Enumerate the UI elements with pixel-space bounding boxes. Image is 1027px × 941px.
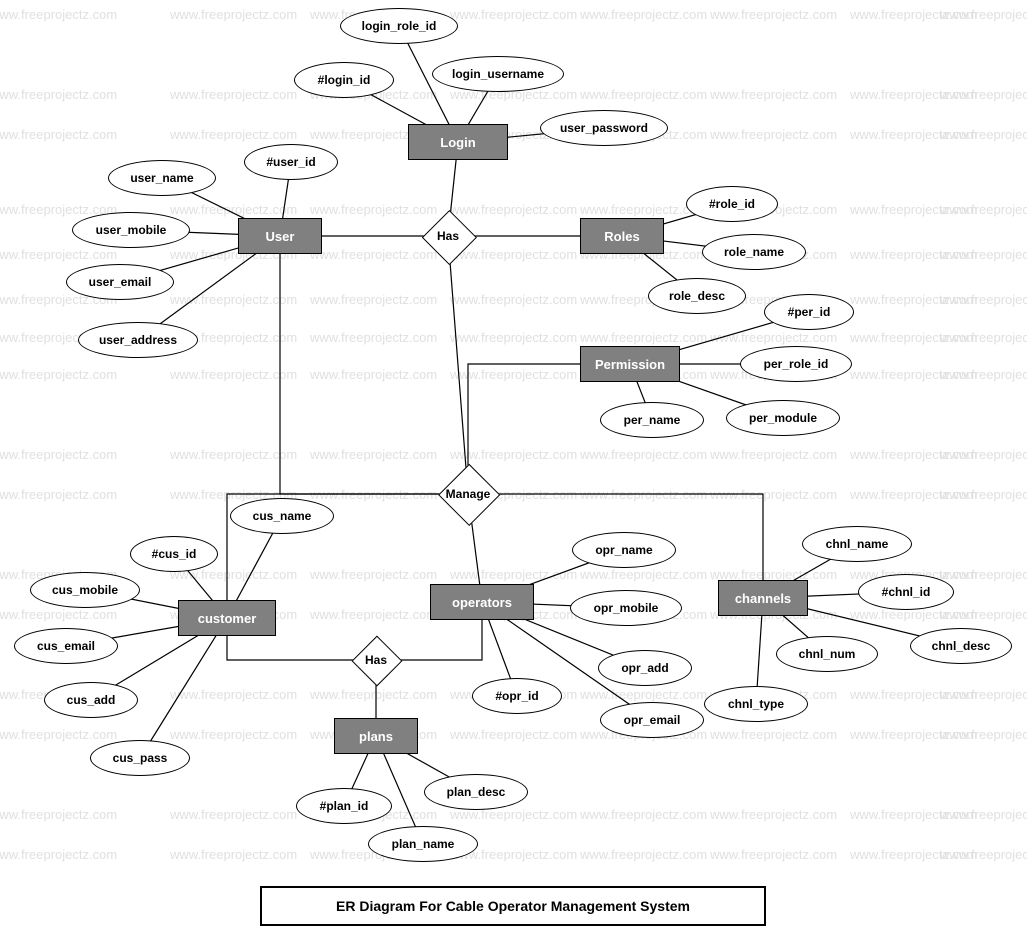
attribute-role_desc: role_desc bbox=[648, 278, 746, 314]
attribute-chnl_type: chnl_type bbox=[704, 686, 808, 722]
attribute-plan_id: #plan_id bbox=[296, 788, 392, 824]
edge bbox=[448, 236, 468, 494]
attribute-opr_id: #opr_id bbox=[472, 678, 562, 714]
attribute-login_role_id: login_role_id bbox=[340, 8, 458, 44]
attribute-cus_add: cus_add bbox=[44, 682, 138, 718]
attribute-per_id: #per_id bbox=[764, 294, 854, 330]
attribute-cus_pass: cus_pass bbox=[90, 740, 190, 776]
attribute-per_name: per_name bbox=[600, 402, 704, 438]
attribute-plan_desc: plan_desc bbox=[424, 774, 528, 810]
entity-plans: plans bbox=[334, 718, 418, 754]
relationship-manage: Manage bbox=[438, 464, 498, 524]
attribute-user_name: user_name bbox=[108, 160, 216, 196]
relationship-label: Has bbox=[437, 229, 459, 243]
entity-customer: customer bbox=[178, 600, 276, 636]
relationship-label: Manage bbox=[446, 487, 491, 501]
entity-permission: Permission bbox=[580, 346, 680, 382]
relationship-has2: Has bbox=[352, 636, 400, 684]
attribute-chnl_id: #chnl_id bbox=[858, 574, 954, 610]
attribute-opr_add: opr_add bbox=[598, 650, 692, 686]
attribute-per_role_id: per_role_id bbox=[740, 346, 852, 382]
attribute-login_id: #login_id bbox=[294, 62, 394, 98]
attribute-user_id: #user_id bbox=[244, 144, 338, 180]
attribute-opr_mobile: opr_mobile bbox=[570, 590, 682, 626]
attribute-opr_name: opr_name bbox=[572, 532, 676, 568]
attribute-role_id: #role_id bbox=[686, 186, 778, 222]
attribute-user_email: user_email bbox=[66, 264, 174, 300]
entity-channels: channels bbox=[718, 580, 808, 616]
edge bbox=[140, 618, 227, 758]
attribute-opr_email: opr_email bbox=[600, 702, 704, 738]
edge bbox=[280, 236, 468, 494]
attribute-cus_name: cus_name bbox=[230, 498, 334, 534]
diagram-title: ER Diagram For Cable Operator Management… bbox=[260, 886, 766, 926]
entity-roles: Roles bbox=[580, 218, 664, 254]
attribute-cus_email: cus_email bbox=[14, 628, 118, 664]
relationship-has1: Has bbox=[422, 210, 474, 262]
attribute-plan_name: plan_name bbox=[368, 826, 478, 862]
attribute-chnl_name: chnl_name bbox=[802, 526, 912, 562]
attribute-user_password: user_password bbox=[540, 110, 668, 146]
relationship-label: Has bbox=[365, 653, 387, 667]
entity-operators: operators bbox=[430, 584, 534, 620]
attribute-cus_id: #cus_id bbox=[130, 536, 218, 572]
attribute-chnl_num: chnl_num bbox=[776, 636, 878, 672]
attribute-cus_mobile: cus_mobile bbox=[30, 572, 140, 608]
attribute-login_username: login_username bbox=[432, 56, 564, 92]
attribute-per_module: per_module bbox=[726, 400, 840, 436]
entity-login: Login bbox=[408, 124, 508, 160]
attribute-role_name: role_name bbox=[702, 234, 806, 270]
attribute-chnl_desc: chnl_desc bbox=[910, 628, 1012, 664]
attribute-user_address: user_address bbox=[78, 322, 198, 358]
entity-user: User bbox=[238, 218, 322, 254]
attribute-user_mobile: user_mobile bbox=[72, 212, 190, 248]
